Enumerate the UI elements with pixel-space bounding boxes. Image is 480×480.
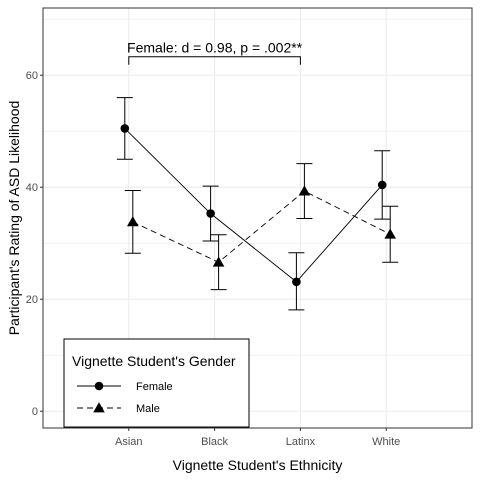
data-point-male <box>298 185 311 196</box>
data-point-female <box>377 180 387 190</box>
data-point-female <box>206 209 215 218</box>
legend-item-female: Female <box>77 381 173 393</box>
y-tick-label: 60 <box>26 70 38 82</box>
x-tick-label: White <box>372 436 400 448</box>
x-axis-title: Vignette Student's Ethnicity <box>173 457 343 473</box>
panel-border <box>42 7 473 429</box>
y-tick-label: 40 <box>26 182 38 194</box>
x-axis: Asian Black Latinx White <box>115 428 400 448</box>
x-tick-label: Asian <box>115 436 143 448</box>
data-point-female <box>292 277 301 287</box>
y-axis-title: Participant's Rating of ASD Likelihood <box>6 101 22 336</box>
legend-label: Female <box>136 381 173 393</box>
legend-label: Male <box>136 403 160 415</box>
legend-key-marker <box>93 402 105 413</box>
data-point-male <box>127 216 139 227</box>
series <box>116 97 399 311</box>
series-male <box>124 163 399 291</box>
legend-item-male: Male <box>77 402 160 415</box>
significance-bracket <box>128 56 301 65</box>
legend-key-marker <box>94 381 104 391</box>
y-tick-label: 0 <box>32 406 38 418</box>
series-line-female <box>124 128 383 283</box>
data-point-male <box>212 256 225 267</box>
x-tick-label: Black <box>201 436 228 448</box>
x-tick-label: Latinx <box>286 436 316 448</box>
significance-annotation: Female: d = 0.98, p = .002** <box>127 40 303 65</box>
y-axis: 0 20 40 60 <box>26 70 43 418</box>
significance-label: Female: d = 0.98, p = .002** <box>127 40 303 56</box>
legend: Vignette Student's Gender Female Male <box>63 338 250 428</box>
y-tick-label: 20 <box>26 294 38 306</box>
series-female <box>116 97 391 311</box>
series-line-male <box>132 190 391 263</box>
legend-title: Vignette Student's Gender <box>72 353 236 369</box>
data-point-female <box>120 124 130 133</box>
legend-items: Female Male <box>77 381 173 415</box>
data-point-male <box>384 228 396 239</box>
